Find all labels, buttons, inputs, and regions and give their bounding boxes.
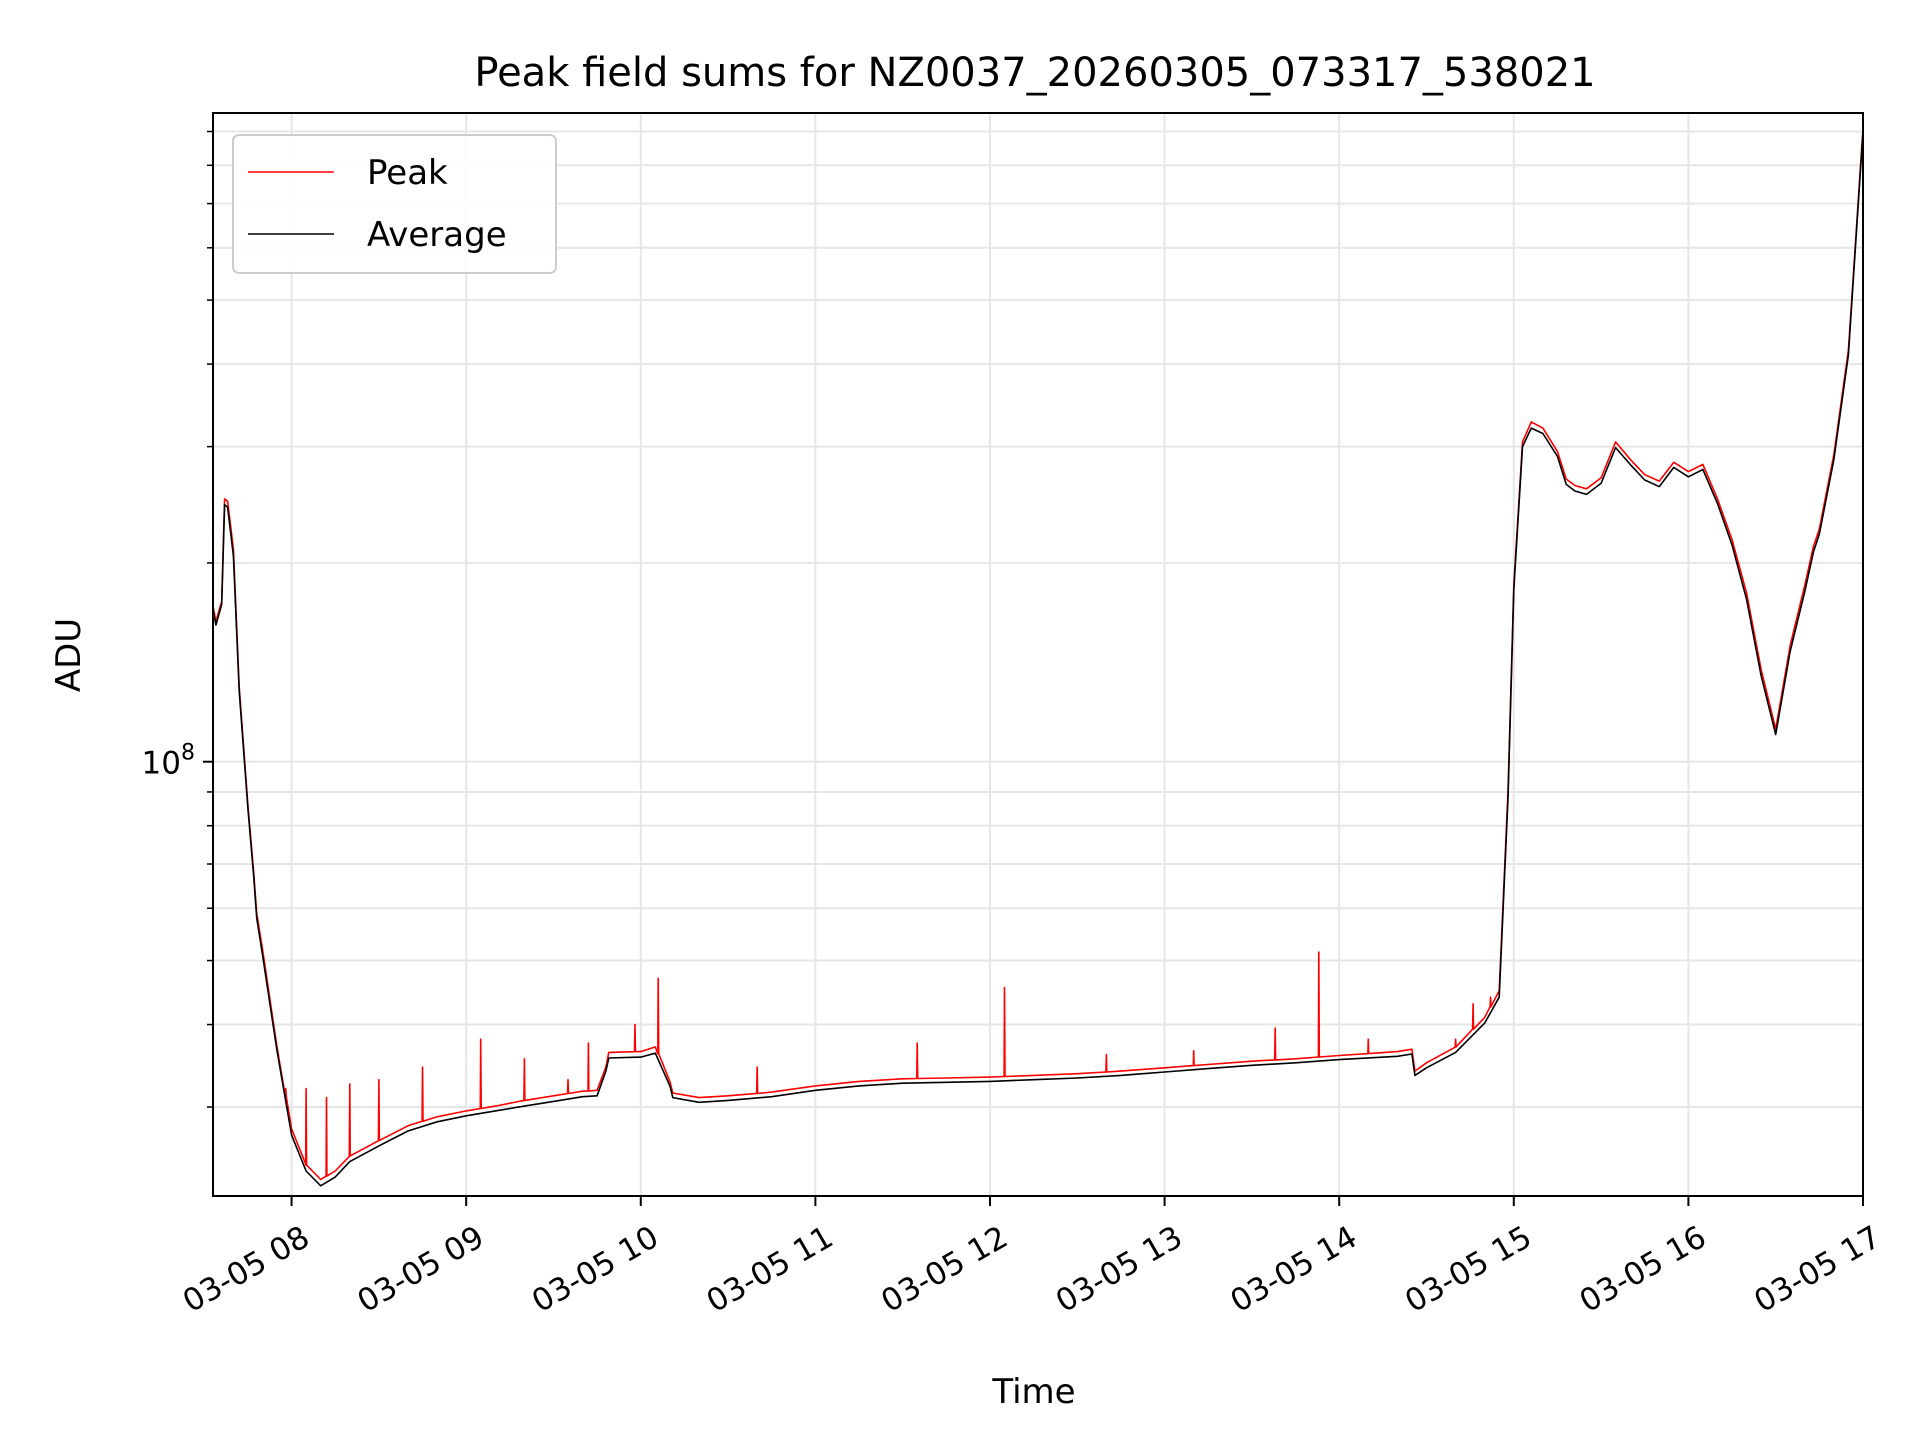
chart-title: Peak field sums for NZ0037_20260305_0733…	[474, 50, 1595, 96]
y-axis: 108	[142, 130, 213, 1108]
series-line-peak	[212, 128, 1864, 1181]
x-tick-label: 03-05 11	[701, 1219, 840, 1320]
x-tick-label: 03-05 09	[351, 1219, 490, 1320]
x-tick-label: 03-05 15	[1399, 1219, 1538, 1320]
legend: Peak Average	[232, 134, 557, 274]
plot-lines	[212, 128, 1864, 1187]
x-tick-label: 03-05 08	[177, 1219, 316, 1320]
x-tick-label: 03-05 14	[1224, 1219, 1363, 1320]
x-tick-label: 03-05 10	[526, 1219, 665, 1320]
x-axis: 03-05 08 03-05 09 03-05 10 03-05 11 03-05 12…	[177, 1196, 1887, 1320]
series-line-average	[212, 131, 1864, 1187]
legend-box	[232, 134, 557, 274]
legend-peak-label: Peak	[367, 153, 448, 193]
legend-average-label: Average	[367, 215, 507, 255]
grid-lines	[213, 113, 1864, 1196]
x-tick-label: 03-05 17	[1748, 1219, 1887, 1320]
x-tick-label: 03-05 12	[875, 1219, 1014, 1320]
x-tick-label: 03-05 13	[1050, 1219, 1189, 1320]
y-axis-label: ADU	[49, 618, 89, 692]
axes-frame	[212, 112, 1864, 1197]
x-axis-label: Time	[991, 1372, 1075, 1412]
y-tick-label: 108	[142, 741, 195, 782]
x-tick-label: 03-05 16	[1574, 1219, 1713, 1320]
